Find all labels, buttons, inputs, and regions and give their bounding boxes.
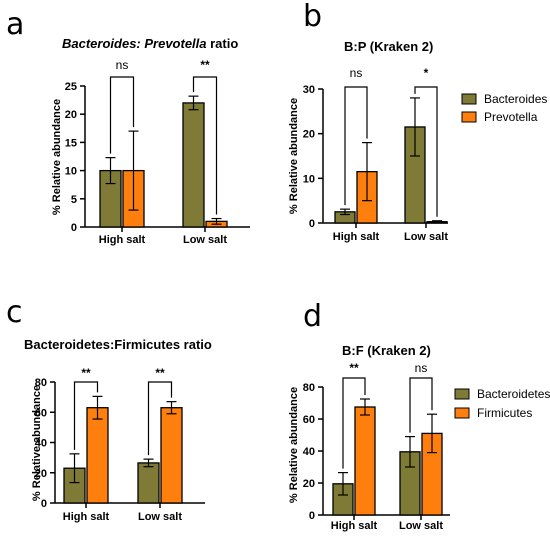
legend-label: Bacteroidetes — [477, 387, 550, 401]
y-tick-label: 20 — [303, 478, 315, 490]
significance-label: ** — [200, 58, 210, 72]
chart-title: Bacteroidetes:Firmicutes ratio — [24, 337, 212, 352]
y-tick-label: 40 — [35, 438, 47, 450]
y-axis-label: % Relative abundance — [51, 99, 63, 215]
y-tick-label: 20 — [65, 109, 77, 121]
x-tick-label: High salt — [331, 520, 378, 532]
significance-bracket — [192, 76, 218, 215]
x-tick-label: High salt — [63, 511, 110, 523]
significance-bracket — [109, 76, 135, 154]
significance-label: ** — [349, 361, 359, 375]
bar — [86, 407, 109, 504]
y-tick-label: 20 — [35, 468, 47, 480]
bar — [160, 407, 183, 504]
significance-label: ** — [155, 366, 165, 380]
legend-label: Prevotella — [484, 110, 538, 124]
significance-label: ns — [116, 58, 129, 72]
y-axis-label: % Relative abundance — [288, 98, 300, 214]
significance-bracket — [73, 381, 99, 450]
panel-letter: c — [6, 295, 23, 330]
significance-label: * — [424, 66, 429, 80]
bar — [182, 102, 205, 228]
legend-swatch — [461, 111, 477, 123]
legend-swatch — [461, 93, 477, 105]
y-tick-label: 80 — [303, 382, 315, 394]
significance-bracket — [414, 86, 438, 217]
panel-letter: a — [6, 7, 24, 42]
significance-label: ns — [415, 361, 428, 375]
x-tick-label: Low salt — [183, 234, 227, 246]
y-tick-label: 0 — [309, 510, 315, 522]
panel-a: a Bacteroides: Prevotella ratio 0 5 10 15 20 25… — [6, 7, 250, 246]
y-axis-label: % Relative abundance — [31, 385, 43, 501]
chart-title-part: Bacteroides: Prevotella — [62, 36, 207, 51]
panel-letter: b — [303, 0, 322, 34]
y-tick-label: 0 — [309, 218, 315, 230]
panel-b: b B:P (Kraken 2) 0 10 20 30% Relative abundan… — [288, 0, 547, 243]
y-tick-label: 80 — [35, 377, 47, 389]
chart-title-part: B:P (Kraken 2) — [344, 39, 433, 54]
chart-title-part: ratio — [207, 36, 239, 51]
chart-title: B:F (Kraken 2) — [342, 343, 431, 358]
legend-swatch — [454, 388, 470, 400]
panel-d: d B:F (Kraken 2) 0 20 40 60 80% Relative abund… — [288, 299, 550, 532]
y-tick-label: 0 — [41, 498, 47, 510]
chart-title-part: Bacteroidetes:Firmicutes ratio — [24, 337, 212, 352]
legend-label: Bacteroides — [484, 92, 547, 106]
chart-title: B:P (Kraken 2) — [344, 39, 433, 54]
y-tick-label: 0 — [71, 222, 77, 234]
y-tick-label: 5 — [71, 194, 77, 206]
y-tick-label: 60 — [35, 407, 47, 419]
significance-label: ns — [350, 66, 363, 80]
x-tick-label: Low salt — [399, 520, 443, 532]
panel-letter: d — [303, 299, 322, 334]
significance-label: ** — [81, 366, 91, 380]
x-tick-label: Low salt — [404, 231, 448, 243]
bar — [137, 462, 160, 504]
y-tick-label: 25 — [65, 81, 77, 93]
y-tick-label: 15 — [65, 137, 77, 149]
y-tick-label: 60 — [303, 414, 315, 426]
legend-swatch — [454, 407, 470, 419]
chart-title-part: B:F (Kraken 2) — [342, 343, 431, 358]
x-tick-label: High salt — [333, 231, 380, 243]
significance-bracket — [409, 377, 433, 433]
x-tick-label: Low salt — [138, 511, 182, 523]
significance-bracket — [147, 381, 173, 456]
legend-label: Firmicutes — [477, 406, 532, 420]
x-tick-label: High salt — [99, 234, 146, 246]
y-tick-label: 30 — [303, 84, 315, 96]
y-tick-label: 20 — [303, 129, 315, 141]
significance-bracket — [342, 377, 366, 469]
y-tick-label: 10 — [65, 166, 77, 178]
y-axis-label: % Relative abundance — [288, 387, 300, 503]
chart-title: Bacteroides: Prevotella ratio — [62, 36, 238, 51]
y-tick-label: 40 — [303, 446, 315, 458]
significance-bracket — [344, 86, 368, 206]
y-tick-label: 10 — [303, 173, 315, 185]
bar — [354, 406, 376, 516]
